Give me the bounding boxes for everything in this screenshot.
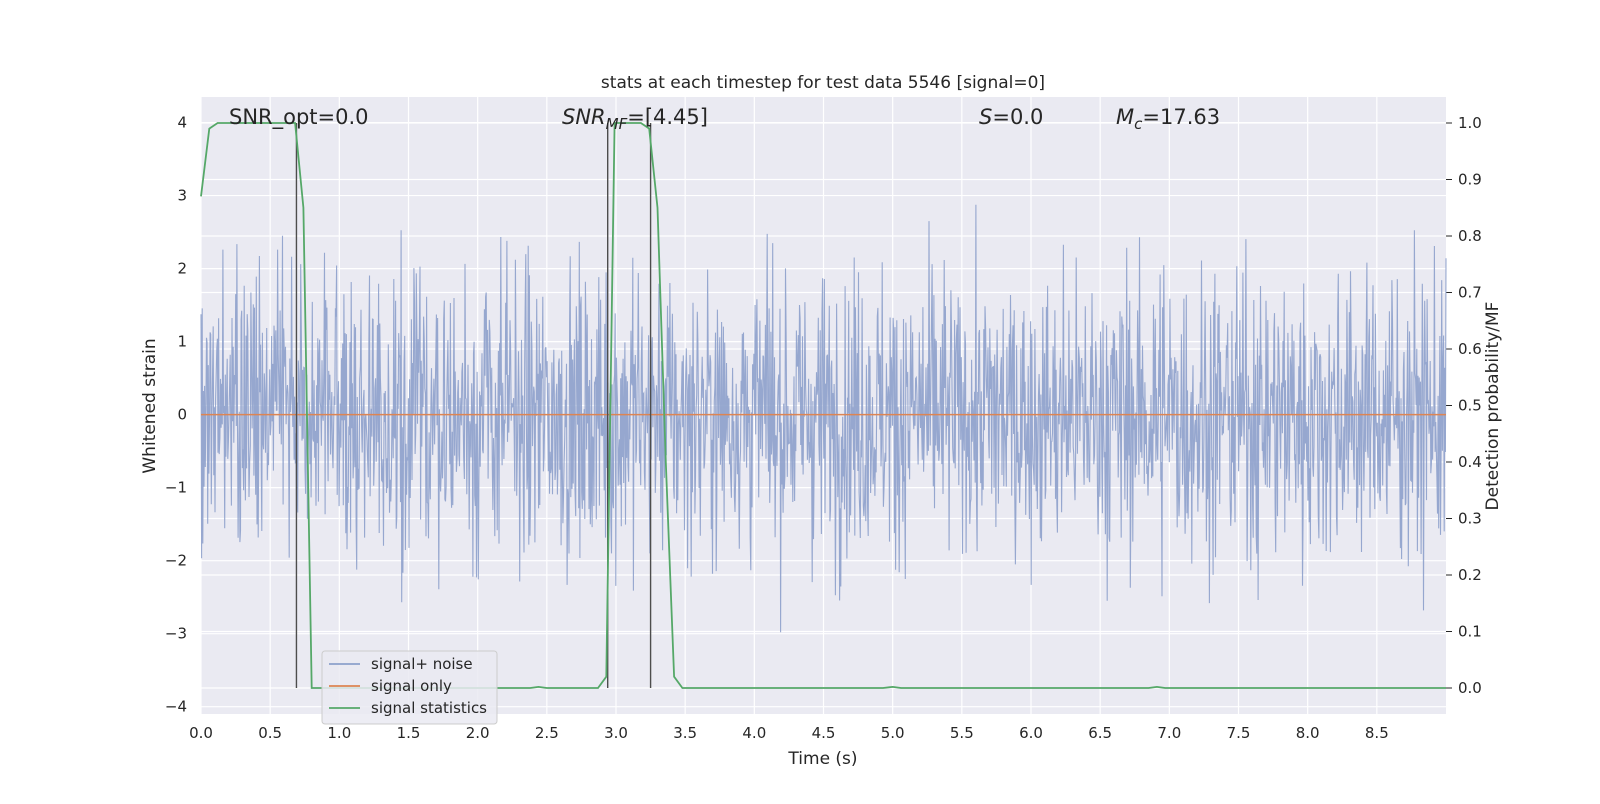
x-tick-label: 2.5 xyxy=(535,724,559,742)
x-tick-label: 7.5 xyxy=(1227,724,1251,742)
annotation-snr-mf-main: SNR xyxy=(562,105,606,129)
y2-axis-label: Detection probability/MF xyxy=(1483,302,1503,511)
x-tick-label: 2.0 xyxy=(466,724,490,742)
y2-tick-label: 0.4 xyxy=(1458,453,1482,471)
legend-label-noise: signal+ noise xyxy=(371,655,473,673)
x-tick-label: 4.5 xyxy=(812,724,836,742)
chart-title: stats at each timestep for test data 554… xyxy=(601,73,1045,93)
noise-series xyxy=(200,204,1447,633)
y-tick-label: −1 xyxy=(165,479,187,497)
x-tick-label: 4.0 xyxy=(742,724,766,742)
annotation-snr-mf: SNRMF=[4.45] xyxy=(562,105,708,133)
annotation-snr-mf-sub: MF xyxy=(606,115,628,133)
x-tick-label: 1.5 xyxy=(397,724,421,742)
y-tick-label: −3 xyxy=(165,625,187,643)
annotation-s-value: =0.0 xyxy=(992,105,1043,129)
y2-tick-label: 0.9 xyxy=(1458,170,1482,188)
x-tick-label: 0.0 xyxy=(189,724,213,742)
annotation-mc-sub: c xyxy=(1134,115,1143,133)
annotation-snr-opt: SNR_opt=0.0 xyxy=(229,105,369,130)
legend: signal+ noise signal only signal statist… xyxy=(321,650,498,725)
y2-tick-label: 0.7 xyxy=(1458,283,1482,301)
y2-tick-label: 0.1 xyxy=(1458,623,1482,641)
x-axis-label: Time (s) xyxy=(787,749,857,769)
annotation-mc-value: =17.63 xyxy=(1142,105,1220,129)
annotation-s: S=0.0 xyxy=(979,105,1043,129)
y2-tick-label: 0.6 xyxy=(1458,340,1482,358)
y-tick-label: 1 xyxy=(177,333,187,351)
y2-tick-label: 1.0 xyxy=(1458,114,1482,132)
x-tick-label: 0.5 xyxy=(258,724,282,742)
x-tick-label: 3.5 xyxy=(673,724,697,742)
y-tick-label: −2 xyxy=(165,552,187,570)
annotation-snr-mf-value: =[4.45] xyxy=(627,105,708,129)
y-tick-label: 3 xyxy=(177,187,187,205)
x-tick-labels: 0.0 0.5 1.0 1.5 2.0 2.5 3.0 3.5 4.0 4.5 5.0 5.5 6.0 6… xyxy=(189,724,1389,742)
legend-label-signal-statistics: signal statistics xyxy=(371,699,487,717)
x-tick-label: 6.0 xyxy=(1019,724,1043,742)
annotation-s-symbol: S xyxy=(979,105,992,129)
y2-tick-label: 0.8 xyxy=(1458,227,1482,245)
y-axis-label: Whitened strain xyxy=(140,338,160,473)
y-tick-label: −4 xyxy=(165,698,187,716)
y-tick-label: 2 xyxy=(177,260,187,278)
y2-tick-labels: 1.0 0.9 0.8 0.7 0.6 0.5 0.4 0.3 0.2 0.1 0.0 xyxy=(1458,114,1482,697)
noise-line xyxy=(200,204,1447,633)
x-tick-label: 8.0 xyxy=(1296,724,1320,742)
x-tick-label: 8.5 xyxy=(1365,724,1389,742)
x-tick-label: 3.0 xyxy=(604,724,628,742)
y2-tick-label: 0.3 xyxy=(1458,510,1482,528)
y-tick-labels: 4 3 2 1 0 −1 −2 −3 −4 xyxy=(165,114,187,716)
x-tick-label: 6.5 xyxy=(1088,724,1112,742)
x-tick-label: 5.0 xyxy=(881,724,905,742)
x-tick-label: 7.0 xyxy=(1157,724,1181,742)
y-tick-label: 0 xyxy=(177,406,187,424)
x-tick-label: 5.5 xyxy=(950,724,974,742)
signal-statistics-series xyxy=(200,122,1446,689)
annotation-mc: Mc=17.63 xyxy=(1116,105,1220,133)
legend-label-signal-only: signal only xyxy=(371,677,452,695)
x-tick-label: 1.0 xyxy=(327,724,351,742)
y2-tick-label: 0.0 xyxy=(1458,679,1482,697)
y2-tick-label: 0.5 xyxy=(1458,397,1482,415)
legend-box xyxy=(321,650,498,725)
y2-tick-label: 0.2 xyxy=(1458,566,1482,584)
y-tick-label: 4 xyxy=(177,114,187,132)
annotation-mc-symbol: M xyxy=(1116,105,1134,129)
signal-statistics-line xyxy=(200,122,1446,689)
